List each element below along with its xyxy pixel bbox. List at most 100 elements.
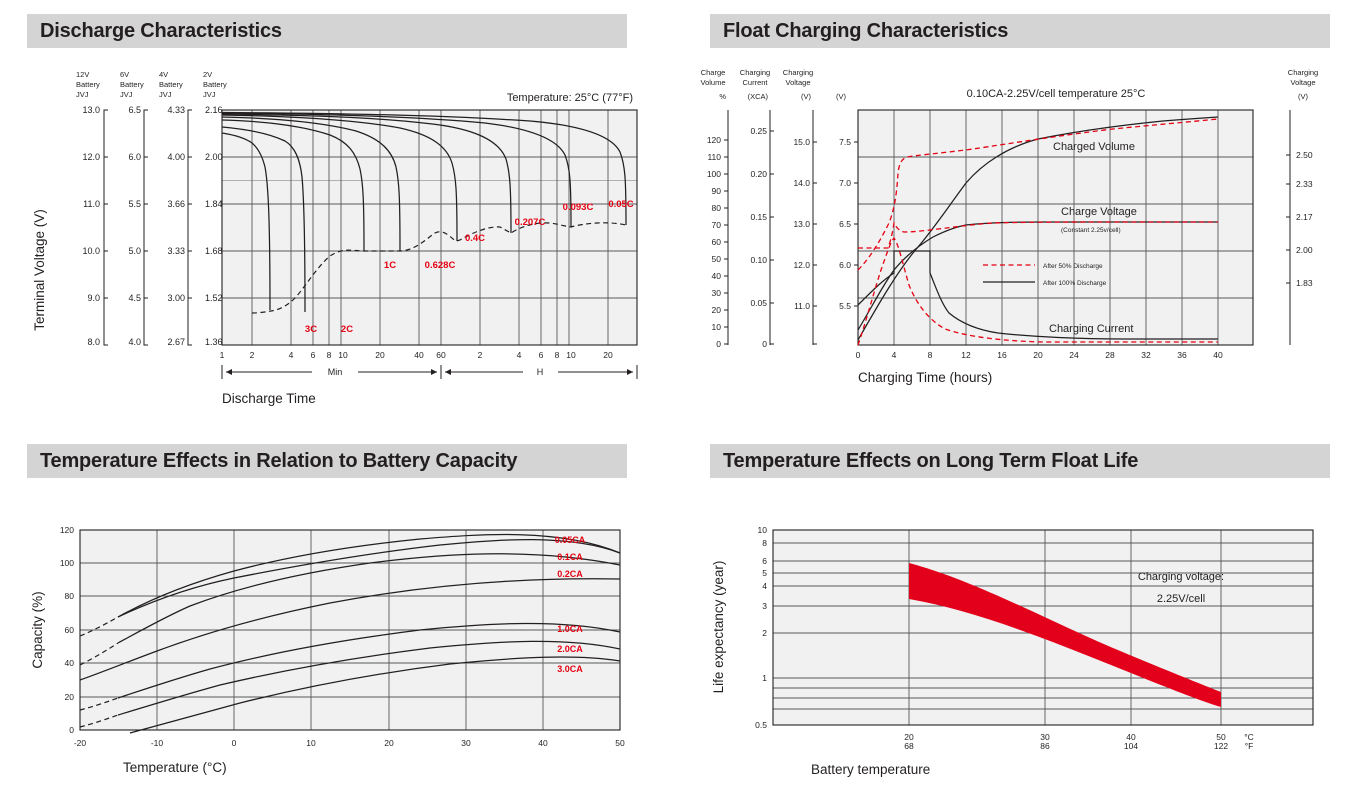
- svg-text:8: 8: [555, 350, 560, 360]
- curve-label-01ca: 0.1CA: [557, 552, 583, 562]
- x-axis-ticks: 0 4 8 12 16 20 24 28 32 36 40: [856, 350, 1223, 360]
- svg-text:8.0: 8.0: [87, 337, 100, 347]
- x-axis-title: Battery temperature: [811, 762, 930, 777]
- svg-text:40: 40: [712, 271, 722, 281]
- svg-text:1.52: 1.52: [205, 293, 223, 303]
- svg-text:4.5: 4.5: [128, 293, 141, 303]
- svg-text:20: 20: [712, 305, 722, 315]
- page-title: Float Charging Characteristics: [723, 19, 1009, 42]
- svg-text:6: 6: [539, 350, 544, 360]
- svg-text:16: 16: [997, 350, 1007, 360]
- svg-text:30: 30: [1040, 732, 1050, 742]
- svg-text:28: 28: [1105, 350, 1115, 360]
- svg-text:20: 20: [65, 692, 75, 702]
- svg-text:0: 0: [69, 725, 74, 735]
- curve-label-charge-voltage: Charge Voltage: [1061, 206, 1137, 218]
- svg-text:36: 36: [1177, 350, 1187, 360]
- curve-label-0628c: 0.628C: [425, 260, 456, 271]
- svg-text:2: 2: [250, 350, 255, 360]
- svg-text:8: 8: [327, 350, 332, 360]
- panel-title-bar: Temperature Effects on Long Term Float L…: [710, 444, 1330, 478]
- svg-text:12V: 12V: [76, 70, 89, 79]
- svg-text:30: 30: [712, 288, 722, 298]
- panel-float-charging-characteristics: Float Charging Characteristics: [683, 0, 1365, 420]
- svg-text:6: 6: [762, 556, 767, 566]
- svg-text:10: 10: [566, 350, 576, 360]
- curve-label-005c: 0.05C: [608, 199, 633, 210]
- svg-text:86: 86: [1040, 741, 1050, 751]
- svg-text:3.66: 3.66: [167, 199, 185, 209]
- svg-text:10: 10: [758, 525, 768, 535]
- svg-text:40: 40: [1213, 350, 1223, 360]
- y-axis-title: Life expectancy (year): [711, 561, 726, 694]
- curve-sublabel-constant: (Constant 2.25v/cell): [1061, 227, 1121, 234]
- svg-text:6.5: 6.5: [128, 105, 141, 115]
- curve-label-04c: 0.4C: [465, 233, 485, 244]
- svg-text:4.00: 4.00: [167, 152, 185, 162]
- y-axis-ticks: 120 100 80 60 40 20 0: [60, 525, 74, 735]
- svg-text:0: 0: [716, 339, 721, 349]
- svg-text:40: 40: [538, 738, 548, 748]
- svg-text:12.0: 12.0: [82, 152, 100, 162]
- panel-discharge-characteristics: Discharge Characteristics: [0, 0, 683, 420]
- svg-text:1.84: 1.84: [205, 199, 223, 209]
- panel-title-bar: Float Charging Characteristics: [710, 14, 1330, 48]
- legend: After 50% Discharge After 100% Discharge: [983, 263, 1107, 287]
- x-axis-ticks: -20 -10 0 10 20 30 40 50: [74, 738, 625, 748]
- svg-text:50: 50: [615, 738, 625, 748]
- svg-text:1.83: 1.83: [1296, 278, 1313, 288]
- svg-text:2: 2: [478, 350, 483, 360]
- svg-text:10: 10: [712, 322, 722, 332]
- curve-label-charging-current: Charging Current: [1049, 323, 1133, 335]
- svg-text:50: 50: [712, 254, 722, 264]
- range-label-h: H: [537, 367, 544, 377]
- svg-text:20: 20: [384, 738, 394, 748]
- svg-text:JVJ: JVJ: [203, 90, 216, 99]
- svg-text:9.0: 9.0: [87, 293, 100, 303]
- x-axis-title: Temperature (°C): [123, 760, 227, 775]
- chart-float-charging: Charged Volume Charge Voltage (Constant …: [683, 55, 1365, 405]
- svg-text:Battery: Battery: [120, 80, 144, 89]
- svg-text:50: 50: [1216, 732, 1226, 742]
- x-axis-ticks: 20 68 30 86 40 104 50 122 °C °F: [904, 732, 1254, 751]
- svg-text:4: 4: [892, 350, 897, 360]
- svg-text:3: 3: [762, 601, 767, 611]
- svg-text:100: 100: [707, 169, 721, 179]
- svg-text:4: 4: [517, 350, 522, 360]
- svg-text:1.68: 1.68: [205, 246, 223, 256]
- svg-text:0: 0: [232, 738, 237, 748]
- svg-text:60: 60: [436, 350, 446, 360]
- svg-text:110: 110: [707, 152, 721, 162]
- svg-text:24: 24: [1069, 350, 1079, 360]
- svg-text:6V: 6V: [120, 70, 129, 79]
- scale-charging-voltage-6v: (V) 7.5 7.0 6.5 6.0 5.5: [836, 92, 858, 311]
- curve-label-005ca: 0.05CA: [555, 535, 586, 545]
- svg-text:Charging: Charging: [740, 68, 770, 77]
- panel-temperature-effects-capacity: Temperature Effects in Relation to Batte…: [0, 430, 683, 795]
- svg-text:10: 10: [338, 350, 348, 360]
- svg-text:10: 10: [306, 738, 316, 748]
- svg-text:Battery: Battery: [203, 80, 227, 89]
- svg-text:5.5: 5.5: [128, 199, 141, 209]
- svg-text:6: 6: [311, 350, 316, 360]
- svg-text:Charging: Charging: [1288, 68, 1318, 77]
- curve-label-30ca: 3.0CA: [557, 664, 583, 674]
- page-title: Temperature Effects on Long Term Float L…: [723, 449, 1139, 472]
- svg-text:0.25: 0.25: [750, 126, 767, 136]
- svg-text:100: 100: [60, 558, 74, 568]
- svg-text:°C: °C: [1244, 732, 1254, 742]
- curve-label-0093c: 0.093C: [563, 202, 594, 213]
- svg-text:2.17: 2.17: [1296, 212, 1313, 222]
- svg-text:Current: Current: [742, 78, 768, 87]
- svg-text:122: 122: [1214, 741, 1228, 751]
- svg-text:12: 12: [961, 350, 971, 360]
- svg-text:8: 8: [762, 538, 767, 548]
- curve-label-3c: 3C: [305, 324, 317, 335]
- svg-text:4: 4: [762, 581, 767, 591]
- svg-text:Voltage: Voltage: [785, 78, 810, 87]
- condition-annotation: 0.10CA-2.25V/cell temperature 25°C: [967, 88, 1146, 100]
- annotation-line-1: Charging voltage:: [1138, 571, 1224, 583]
- curve-label-charged-volume: Charged Volume: [1053, 141, 1135, 153]
- svg-text:80: 80: [712, 203, 722, 213]
- svg-text:3.00: 3.00: [167, 293, 185, 303]
